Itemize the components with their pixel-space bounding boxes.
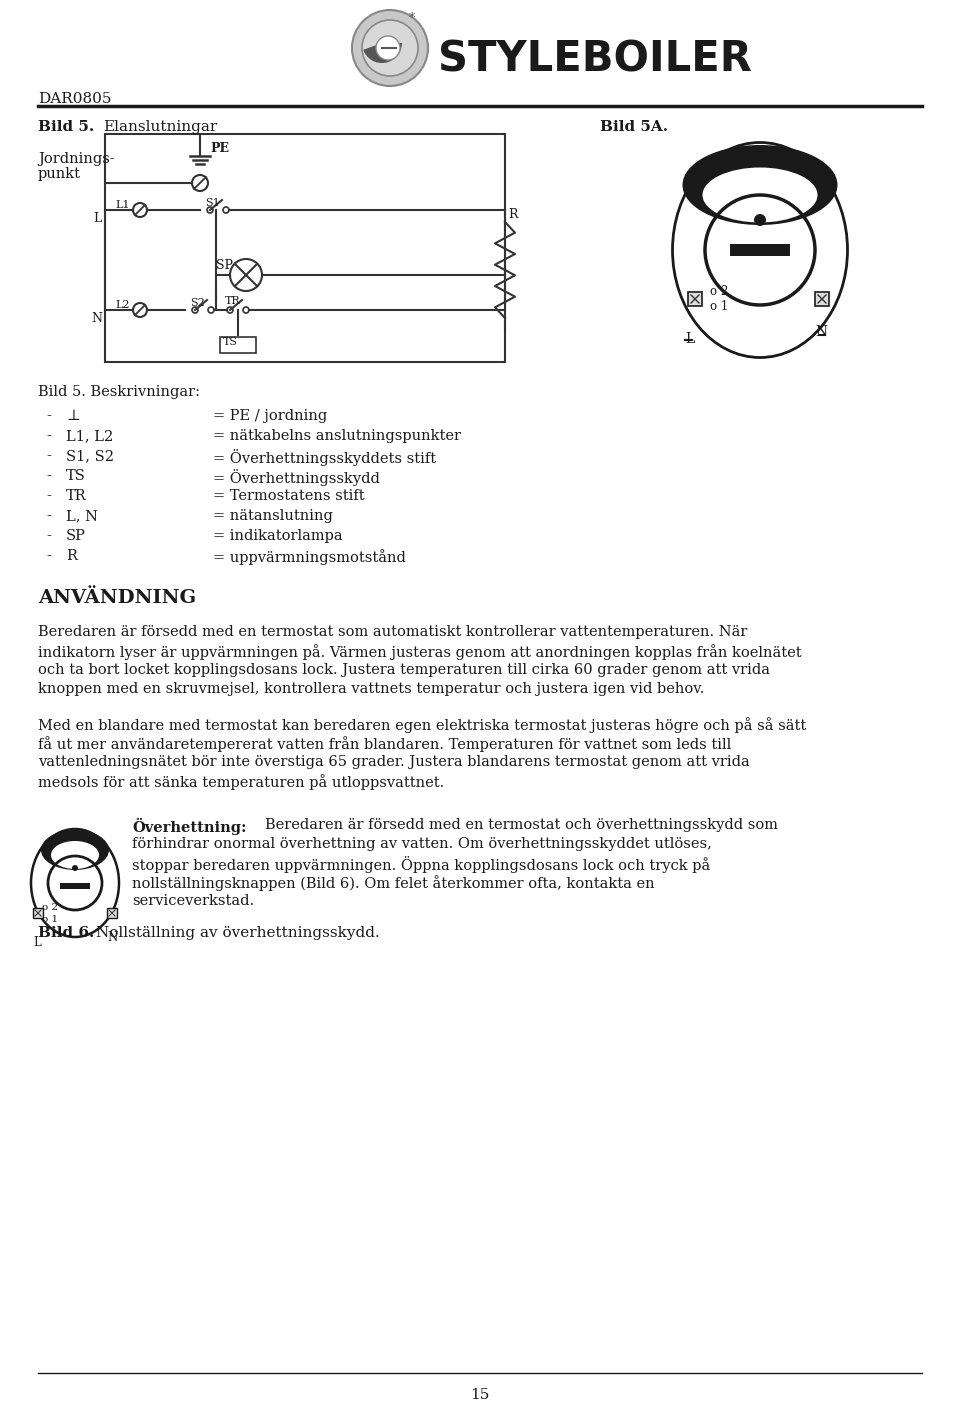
Wedge shape (363, 44, 402, 63)
Text: ⊥: ⊥ (66, 409, 80, 424)
Text: TS: TS (66, 469, 85, 483)
Bar (33, 908, 43, 917)
Text: S2: S2 (190, 298, 204, 308)
Text: L1: L1 (115, 200, 130, 210)
Text: knoppen med en skruvmejsel, kontrollera vattnets temperatur och justera igen vid: knoppen med en skruvmejsel, kontrollera … (38, 682, 705, 696)
Text: L, N: L, N (66, 509, 98, 523)
Text: = nätanslutning: = nätanslutning (213, 509, 333, 523)
Text: N: N (815, 325, 828, 339)
Text: -: - (46, 469, 51, 483)
Text: = Överhettningsskyddets stift: = Överhettningsskyddets stift (213, 449, 436, 466)
Text: = uppvärmningsmotstånd: = uppvärmningsmotstånd (213, 549, 406, 564)
Bar (730, 243, 790, 256)
Ellipse shape (51, 841, 99, 870)
Text: Bild 6.: Bild 6. (38, 926, 94, 940)
Text: -: - (46, 449, 51, 463)
Text: o 2: o 2 (42, 903, 59, 912)
Text: o 2: o 2 (710, 286, 729, 298)
Text: förhindrar onormal överhettning av vatten. Om överhettningsskyddet utlöses,: förhindrar onormal överhettning av vatte… (132, 837, 712, 851)
Text: L1, L2: L1, L2 (66, 429, 113, 443)
Text: = Överhettningsskydd: = Överhettningsskydd (213, 469, 380, 485)
Text: N: N (107, 931, 117, 944)
Text: -: - (46, 429, 51, 443)
Text: = Termostatens stift: = Termostatens stift (213, 490, 365, 502)
Circle shape (72, 865, 78, 871)
Text: R: R (66, 549, 77, 563)
Text: Nollställning av överhettningsskydd.: Nollställning av överhettningsskydd. (96, 926, 380, 940)
Text: medsols för att sänka temperaturen på utloppsvattnet.: medsols för att sänka temperaturen på ut… (38, 774, 444, 789)
Text: R: R (508, 208, 517, 221)
Text: L2: L2 (115, 300, 130, 310)
Bar (105, 134, 505, 362)
Text: TR: TR (225, 295, 241, 305)
Text: *: * (409, 11, 415, 24)
Text: L: L (94, 212, 102, 225)
Text: och ta bort locket kopplingsdosans lock. Justera temperaturen till cirka 60 grad: och ta bort locket kopplingsdosans lock.… (38, 663, 770, 677)
Text: = nätkabelns anslutningspunkter: = nätkabelns anslutningspunkter (213, 429, 461, 443)
Circle shape (754, 214, 766, 227)
Text: Bild 5. Beskrivningar:: Bild 5. Beskrivningar: (38, 386, 200, 400)
Text: SP: SP (66, 529, 85, 543)
Bar (60, 884, 90, 889)
Text: Överhettning:: Överhettning: (132, 817, 247, 836)
Text: serviceverkstad.: serviceverkstad. (132, 893, 254, 908)
Text: Beredaren är försedd med en termostat och överhettningsskydd som: Beredaren är försedd med en termostat oc… (265, 817, 778, 832)
Text: STYLEBOILER: STYLEBOILER (438, 39, 752, 82)
Text: S1, S2: S1, S2 (66, 449, 114, 463)
Text: o 1: o 1 (42, 915, 59, 924)
Ellipse shape (703, 167, 818, 222)
Text: ANVÄNDNING: ANVÄNDNING (38, 590, 196, 606)
Ellipse shape (41, 830, 109, 870)
Text: nollställningsknappen (Bild 6). Om felet återkommer ofta, kontakta en: nollställningsknappen (Bild 6). Om felet… (132, 875, 655, 891)
Text: stoppar beredaren uppvärmningen. Öppna kopplingsdosans lock och tryck på: stoppar beredaren uppvärmningen. Öppna k… (132, 855, 710, 872)
Bar (688, 293, 702, 305)
Text: punkt: punkt (38, 167, 81, 182)
Text: Bild 5.: Bild 5. (38, 120, 94, 134)
Text: TS: TS (223, 338, 237, 348)
Text: 15: 15 (470, 1387, 490, 1401)
Text: -: - (46, 529, 51, 543)
Text: Bild 5A.: Bild 5A. (600, 120, 668, 134)
Text: Beredaren är försedd med en termostat som automatiskt kontrollerar vattentempera: Beredaren är försedd med en termostat so… (38, 625, 748, 639)
Circle shape (352, 10, 428, 86)
Text: = indikatorlampa: = indikatorlampa (213, 529, 343, 543)
Text: vattenledningsnätet bör inte överstiga 65 grader. Justera blandarens termostat g: vattenledningsnätet bör inte överstiga 6… (38, 756, 750, 770)
Text: få ut mer användaretempererat vatten från blandaren. Temperaturen för vattnet so: få ut mer användaretempererat vatten frå… (38, 736, 732, 751)
Text: = PE / jordning: = PE / jordning (213, 409, 327, 424)
Text: o 1: o 1 (710, 300, 729, 312)
Text: N: N (91, 312, 102, 325)
Text: PE: PE (210, 142, 229, 155)
Text: -: - (46, 490, 51, 502)
Bar (815, 293, 829, 305)
Text: Med en blandare med termostat kan beredaren egen elektriska termostat justeras h: Med en blandare med termostat kan bereda… (38, 718, 806, 733)
Circle shape (376, 37, 400, 61)
Text: indikatorn lyser är uppvärmningen på. Värmen justeras genom att anordningen kopp: indikatorn lyser är uppvärmningen på. Vä… (38, 644, 802, 660)
Text: DAR0805: DAR0805 (38, 91, 111, 106)
Ellipse shape (683, 145, 837, 225)
Text: -: - (46, 409, 51, 424)
Text: TR: TR (66, 490, 86, 502)
Text: L: L (685, 332, 694, 346)
Text: Elanslutningar: Elanslutningar (103, 120, 217, 134)
Bar (220, 338, 256, 353)
Text: -: - (46, 509, 51, 523)
Text: L: L (33, 936, 40, 948)
Text: S1: S1 (205, 198, 220, 208)
Bar (107, 908, 117, 917)
Text: -: - (46, 549, 51, 563)
Text: SP: SP (216, 259, 233, 272)
Circle shape (362, 20, 418, 76)
Text: Jordnings-: Jordnings- (38, 152, 115, 166)
